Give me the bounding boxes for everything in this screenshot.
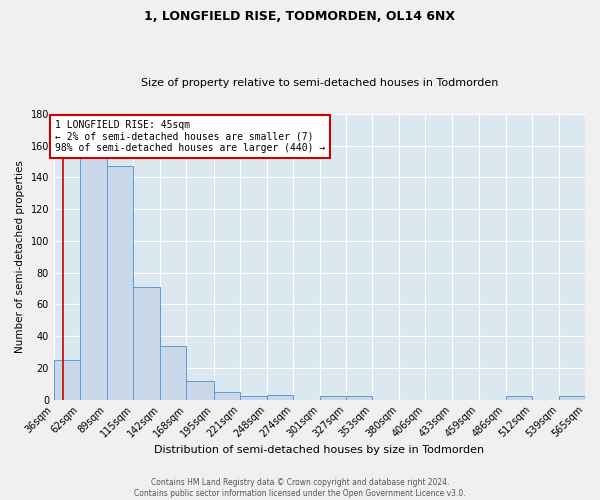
Text: Contains HM Land Registry data © Crown copyright and database right 2024.
Contai: Contains HM Land Registry data © Crown c… [134,478,466,498]
Y-axis label: Number of semi-detached properties: Number of semi-detached properties [15,160,25,353]
Text: 1 LONGFIELD RISE: 45sqm
← 2% of semi-detached houses are smaller (7)
98% of semi: 1 LONGFIELD RISE: 45sqm ← 2% of semi-det… [55,120,325,154]
Bar [187,380,214,400]
Text: 1, LONGFIELD RISE, TODMORDEN, OL14 6NX: 1, LONGFIELD RISE, TODMORDEN, OL14 6NX [145,10,455,23]
Bar [559,396,585,400]
Bar [267,395,293,400]
Bar [346,396,372,400]
Bar [133,287,160,400]
Bar [506,396,532,400]
Bar [54,360,80,400]
Bar [239,396,267,400]
Bar [320,396,346,400]
Bar [80,156,107,400]
Title: Size of property relative to semi-detached houses in Todmorden: Size of property relative to semi-detach… [141,78,498,88]
X-axis label: Distribution of semi-detached houses by size in Todmorden: Distribution of semi-detached houses by … [154,445,485,455]
Bar [214,392,239,400]
Bar [107,166,133,400]
Bar [160,346,187,400]
